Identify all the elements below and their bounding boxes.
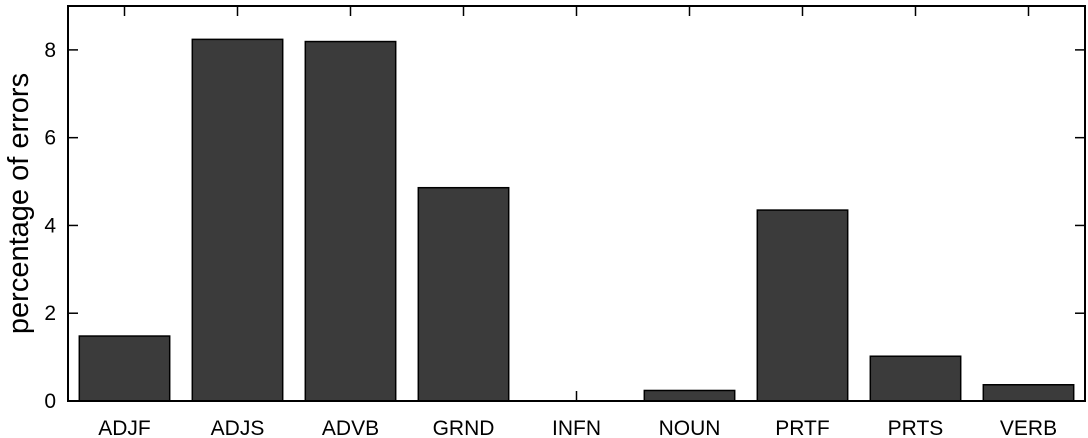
x-tick-label-noun: NOUN [659,417,721,438]
y-tick-label: 4 [44,214,56,237]
bar-noun [643,389,736,402]
y-tick-label: 2 [44,302,56,325]
bar-advb [304,40,397,402]
y-axis-label: percentage of errors [3,73,35,334]
x-tick-label-prtf: PRTF [775,417,829,438]
bar-prts [869,355,962,402]
bar-prtf [756,209,849,402]
x-tick-label-infn: INFN [552,417,601,438]
x-tick-label-grnd: GRND [433,417,495,438]
bars-layer [78,38,1075,402]
plot-frame [67,5,1086,402]
bar-verb [982,384,1075,402]
y-tick-label: 6 [44,127,56,150]
x-tick-label-adjf: ADJF [98,417,151,438]
bar-adjf [78,335,171,402]
labels-layer: 0 2 4 6 8 ADJF ADJS ADVB GRND INFN NOUN PRTF PRTS VER… [44,39,1057,438]
bar-adjs [191,38,284,402]
bar-grnd [417,186,510,402]
y-tick-label: 0 [44,390,56,413]
x-tick-label-advb: ADVB [322,417,379,438]
x-tick-label-verb: VERB [1000,417,1057,438]
x-tick-label-adjs: ADJS [211,417,265,438]
x-tick-label-prts: PRTS [888,417,944,438]
y-tick-label: 8 [44,39,56,62]
